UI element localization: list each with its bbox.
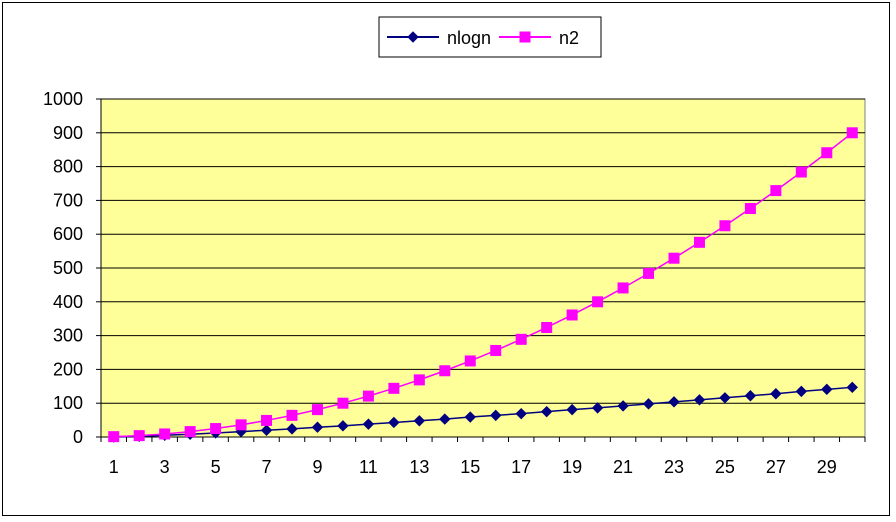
x-tick-label: 19 bbox=[562, 457, 582, 477]
x-tick-label: 27 bbox=[766, 457, 786, 477]
data-point-n2 bbox=[210, 423, 222, 435]
data-point-n2 bbox=[413, 374, 425, 386]
data-point-nlogn bbox=[260, 424, 273, 436]
x-tick-label: 15 bbox=[460, 457, 480, 477]
data-point-n2 bbox=[133, 430, 145, 442]
data-point-n2 bbox=[592, 296, 604, 308]
y-tick-label: 300 bbox=[53, 326, 83, 346]
data-point-n2 bbox=[566, 309, 578, 321]
data-point-n2 bbox=[643, 267, 655, 279]
y-tick-label: 100 bbox=[53, 393, 83, 413]
data-point-nlogn bbox=[642, 398, 655, 410]
x-tick-label: 7 bbox=[262, 457, 272, 477]
legend-marker-nlogn bbox=[407, 31, 419, 43]
data-point-n2 bbox=[439, 365, 451, 377]
y-tick-label: 400 bbox=[53, 292, 83, 312]
data-point-n2 bbox=[719, 220, 731, 232]
data-point-n2 bbox=[617, 282, 629, 294]
x-tick-label: 3 bbox=[160, 457, 170, 477]
data-point-n2 bbox=[693, 236, 705, 248]
y-tick-label: 900 bbox=[53, 123, 83, 143]
data-point-nlogn bbox=[439, 413, 451, 425]
data-point-nlogn bbox=[744, 390, 757, 402]
data-point-nlogn bbox=[566, 403, 578, 416]
data-point-nlogn bbox=[795, 385, 808, 398]
data-point-n2 bbox=[515, 333, 527, 345]
data-point-n2 bbox=[744, 203, 756, 215]
data-point-n2 bbox=[770, 185, 782, 197]
data-point-nlogn bbox=[770, 388, 782, 400]
legend-label-n2: n2 bbox=[559, 28, 579, 48]
x-tick-label: 5 bbox=[211, 457, 221, 477]
data-point-nlogn bbox=[846, 381, 858, 394]
chart-frame: 0 100 200 300 400 500 600 700 800 900 1000 1 3 5 7 9 11 1… bbox=[2, 2, 890, 516]
x-tick-label: 1 bbox=[109, 457, 119, 477]
data-point-nlogn bbox=[821, 383, 833, 396]
data-point-n2 bbox=[311, 404, 323, 416]
data-point-nlogn bbox=[693, 394, 706, 406]
data-point-n2 bbox=[362, 390, 374, 402]
data-point-n2 bbox=[490, 344, 502, 356]
y-tick-label: 200 bbox=[53, 359, 83, 379]
data-point-n2 bbox=[541, 321, 553, 333]
data-point-nlogn bbox=[337, 420, 349, 432]
legend-label-nlogn: nlogn bbox=[447, 28, 491, 48]
data-point-nlogn bbox=[515, 407, 527, 420]
x-tick-label: 17 bbox=[511, 457, 531, 477]
data-point-nlogn bbox=[540, 405, 553, 418]
data-point-n2 bbox=[108, 431, 120, 443]
data-point-n2 bbox=[464, 355, 476, 367]
legend-marker-n2 bbox=[519, 31, 531, 43]
data-point-nlogn bbox=[362, 418, 375, 430]
x-tick-label: 25 bbox=[715, 457, 735, 477]
data-point-n2 bbox=[261, 414, 273, 426]
y-tick-label: 0 bbox=[73, 427, 83, 447]
y-tick-label: 700 bbox=[53, 190, 83, 210]
data-point-n2 bbox=[821, 147, 833, 159]
x-tick-label: 13 bbox=[409, 457, 429, 477]
data-point-nlogn bbox=[311, 421, 324, 433]
data-point-n2 bbox=[159, 428, 171, 440]
x-tick-label: 11 bbox=[359, 457, 378, 477]
data-point-nlogn bbox=[617, 400, 629, 412]
data-point-nlogn bbox=[490, 409, 502, 422]
y-tick-label: 500 bbox=[53, 258, 83, 278]
data-point-n2 bbox=[668, 252, 680, 264]
data-point-n2 bbox=[184, 426, 196, 438]
data-point-nlogn bbox=[591, 402, 604, 414]
data-point-nlogn bbox=[286, 423, 298, 435]
data-point-n2 bbox=[846, 127, 858, 139]
y-tick-label: 1000 bbox=[43, 89, 83, 109]
data-point-n2 bbox=[337, 397, 349, 409]
x-tick-label: 9 bbox=[312, 457, 322, 477]
data-point-nlogn bbox=[719, 392, 731, 404]
data-point-n2 bbox=[388, 382, 400, 394]
data-point-nlogn bbox=[464, 411, 476, 423]
data-point-n2 bbox=[286, 409, 298, 421]
data-point-nlogn bbox=[388, 416, 400, 429]
x-tick-label: 21 bbox=[613, 457, 633, 477]
data-point-nlogn bbox=[668, 396, 680, 408]
y-tick-label: 600 bbox=[53, 224, 83, 244]
x-tick-label: 29 bbox=[817, 457, 837, 477]
x-tick-label: 23 bbox=[664, 457, 684, 477]
data-point-nlogn bbox=[413, 415, 426, 427]
data-point-n2 bbox=[795, 166, 807, 178]
data-point-n2 bbox=[235, 419, 247, 431]
y-tick-label: 800 bbox=[53, 157, 83, 177]
